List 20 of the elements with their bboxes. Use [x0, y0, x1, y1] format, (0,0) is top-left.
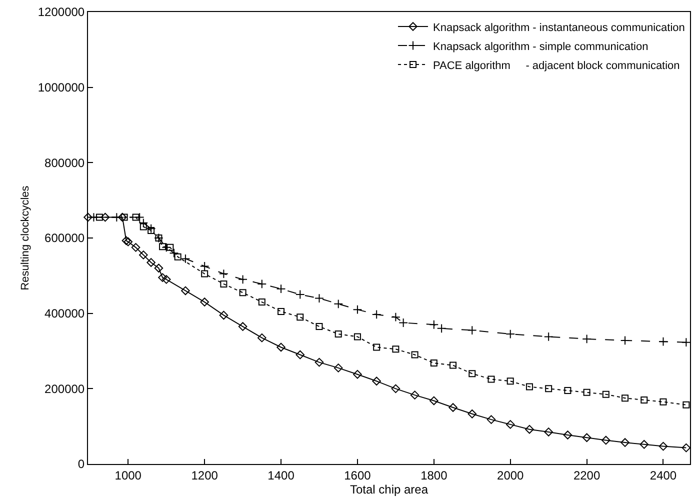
x-tick-label: 1600 [344, 468, 372, 482]
y-tick-label: 400000 [44, 306, 85, 321]
y-tick-label: 600000 [44, 231, 85, 246]
legend-label: Knapsack algorithm - simple communication [433, 40, 648, 53]
x-tick-label: 1800 [420, 468, 448, 482]
y-tick-label: 800000 [44, 156, 85, 170]
y-tick-label: 200000 [44, 382, 85, 396]
x-tick-label: 1400 [268, 468, 295, 482]
x-tick-label: 1000 [114, 468, 142, 482]
x-tick-label: 2000 [497, 468, 524, 482]
y-axis-title: Resulting clockcycles [20, 185, 32, 290]
x-tick-label: 2400 [650, 468, 677, 482]
legend-label: Knapsack algorithm - instantaneous communication [433, 22, 685, 34]
x-axis-title: Total chip area [350, 482, 428, 496]
x-tick-label: 2200 [573, 468, 600, 482]
y-tick-label: 1200000 [38, 5, 85, 20]
y-tick-label: 0 [78, 457, 85, 472]
x-tick-label: 1200 [191, 468, 218, 482]
y-tick-label: 1000000 [38, 80, 85, 95]
legend-label: PACE algorithm - adjacent block communication [433, 60, 680, 72]
